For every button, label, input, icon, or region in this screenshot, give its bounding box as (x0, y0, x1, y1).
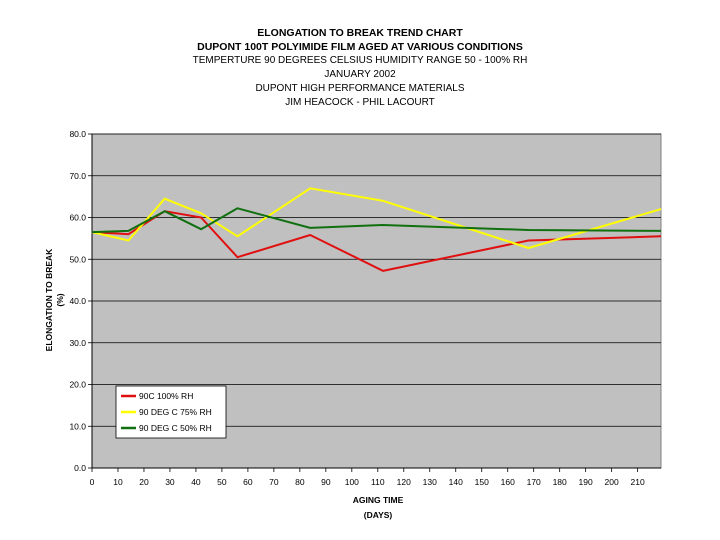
y-tick-label: 40.0 (69, 296, 86, 306)
x-tick-label: 50 (217, 477, 227, 487)
y-tick-label: 30.0 (69, 338, 86, 348)
y-tick-label: 80.0 (69, 129, 86, 139)
y-tick-label: 0.0 (74, 463, 86, 473)
x-tick-label: 80 (295, 477, 305, 487)
x-tick-label: 20 (139, 477, 149, 487)
x-tick-label: 120 (397, 477, 411, 487)
x-tick-label: 70 (269, 477, 279, 487)
chart-titles: ELONGATION TO BREAK TREND CHART DUPONT 1… (0, 26, 720, 110)
legend-label-90c-100-rh: 90C 100% RH (139, 391, 193, 401)
x-tick-label: 140 (449, 477, 463, 487)
y-axis-label: ELONGATION TO BREAK (44, 248, 54, 351)
x-tick-label: 40 (191, 477, 201, 487)
legend-label-90-deg-c-75-rh: 90 DEG C 75% RH (139, 407, 212, 417)
series-line-90-deg-c-75-rh (91, 187, 662, 249)
chart-title: ELONGATION TO BREAK TREND CHART (257, 27, 463, 39)
y-tick-label: 50.0 (69, 254, 86, 264)
chart-date: JANUARY 2002 (324, 69, 396, 80)
x-tick-label: 210 (631, 477, 645, 487)
chart-conditions: TEMPERTURE 90 DEGREES CELSIUS HUMIDITY R… (192, 55, 528, 66)
x-tick-label: 90 (321, 477, 331, 487)
y-axis-unit: (%) (55, 293, 65, 306)
chart-authors: JIM HEACOCK - PHIL LACOURT (285, 97, 435, 108)
x-tick-label: 200 (605, 477, 619, 487)
x-axis-label: AGING TIME (353, 495, 404, 505)
chart-organization: DUPONT HIGH PERFORMANCE MATERIALS (255, 83, 465, 94)
y-tick-label: 20.0 (69, 380, 86, 390)
legend-label-90-deg-c-50-rh: 90 DEG C 50% RH (139, 423, 212, 433)
x-tick-label: 0 (90, 477, 95, 487)
series-line-90-deg-c-50-rh (91, 207, 662, 234)
x-tick-label: 160 (501, 477, 515, 487)
x-tick-label: 10 (113, 477, 123, 487)
y-tick-label: 60.0 (69, 213, 86, 223)
x-tick-label: 100 (345, 477, 359, 487)
x-tick-label: 150 (475, 477, 489, 487)
y-tick-label: 10.0 (69, 421, 86, 431)
y-tick-label: 70.0 (69, 171, 86, 181)
chart-subtitle: DUPONT 100T POLYIMIDE FILM AGED AT VARIO… (197, 41, 523, 53)
x-tick-label: 130 (423, 477, 437, 487)
x-axis-unit: (DAYS) (364, 510, 393, 520)
x-tick-label: 190 (579, 477, 593, 487)
x-tick-label: 30 (165, 477, 175, 487)
x-tick-label: 110 (371, 477, 385, 487)
x-tick-label: 60 (243, 477, 253, 487)
x-tick-label: 180 (553, 477, 567, 487)
x-tick-label: 170 (527, 477, 541, 487)
